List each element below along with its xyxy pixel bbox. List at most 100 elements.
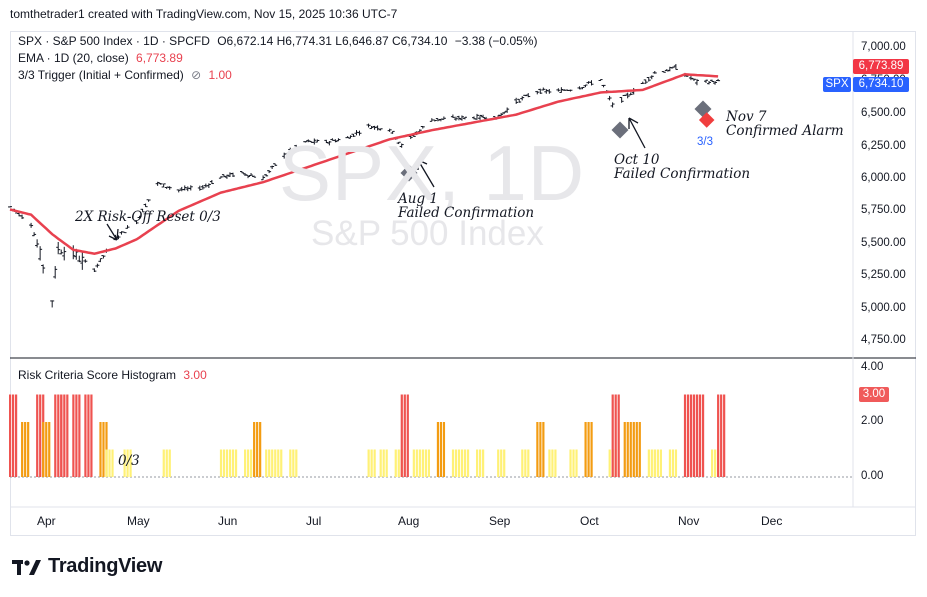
histogram-bar [277,449,280,477]
histogram-bar [280,449,283,477]
price-bar [29,222,34,228]
price-bar [209,179,214,185]
price-bar [333,139,338,143]
histogram-bar [259,422,262,477]
histogram-bar [466,449,470,477]
legend-trigger-row[interactable]: 3/3 Trigger (Initial + Confirmed) ⊘ 1.00 [18,68,236,82]
histogram-bar [231,449,235,477]
price-bar [399,143,404,148]
histogram-bar [427,449,430,477]
histogram-bar [385,449,388,477]
price-bar [285,152,290,155]
histogram-bar [165,449,168,477]
price-bar [408,135,413,140]
hist-value: 3.00 [183,368,207,382]
last-price-badge: 6,734.10 [853,77,909,92]
price-bar [224,174,229,179]
aug-date-annotation: Aug 1 [398,191,438,207]
histogram-bar [698,394,702,477]
histogram-bar [608,449,611,477]
time-tick: Oct [580,514,599,528]
legend-ema-row[interactable]: EMA · 1D (20, close) 6,773.89 [18,51,187,65]
price-bar [98,258,103,263]
price-tick: 6,250.00 [861,140,906,152]
symbol-badge: SPX [823,77,851,92]
nov-date-annotation: Nov 7 [726,109,767,125]
price-bar [556,88,561,92]
hist-value-badge: 3.00 [859,387,889,402]
histogram-bar [638,422,641,477]
price-bar [270,165,275,169]
histogram-bar [521,449,524,477]
histogram-bar [554,449,557,477]
price-bar [583,84,588,88]
price-bar [140,208,145,213]
chart-frame [10,31,916,536]
price-bar [62,246,67,261]
histogram-bar [126,449,129,477]
price-tick: 4,750.00 [861,334,906,346]
price-bar [357,130,362,136]
hidden-eye-icon[interactable]: ⊘ [191,68,202,82]
price-bar [375,125,380,131]
price-bar [670,66,675,69]
histogram-bar [671,449,675,477]
price-bar [158,182,163,185]
histogram-bar [614,394,617,477]
histogram-bar [436,422,440,477]
price-bar [366,123,371,128]
histogram-bar [629,422,632,477]
histogram-bar [36,394,39,477]
price-bar [541,87,546,91]
histogram-bar [575,449,578,477]
tradingview-footer[interactable]: TradingView [12,555,162,578]
histogram-bar [476,449,479,477]
watermark-name: S&P 500 Index [311,214,544,253]
histogram-bar [590,422,593,477]
histogram-bar [418,449,421,477]
price-bar [462,116,467,120]
histogram-bar [27,422,30,477]
histogram-bar [714,449,717,477]
price-bar [694,78,699,86]
price-bar [432,119,437,122]
histogram-bar [228,449,232,477]
ema-value: 6,773.89 [136,51,183,65]
price-bar [246,174,251,179]
price-bar [691,78,696,82]
histogram-bar [412,449,415,477]
price-bar [688,76,693,81]
histogram-bar [45,422,48,477]
aug-arrow-icon [417,159,435,188]
histogram-bar [536,422,539,477]
histogram-bar [439,422,443,477]
aug-marker-diamond [400,164,418,182]
price-bar [240,171,245,174]
price-bar [420,126,425,129]
ema-line[interactable] [9,73,719,255]
histogram-bar [406,394,409,477]
histogram-bar [695,394,699,477]
price-bar [589,80,594,86]
legend-symbol-row[interactable]: SPX · S&P 500 Index · 1D · SPCFD O6,672.… [18,34,541,48]
histogram-bar [497,449,500,477]
histogram-bar [373,449,376,477]
price-bar [312,138,317,145]
hist-name: Risk Criteria Score Histogram [18,368,177,382]
histogram-bar [584,422,587,477]
histogram-bar [129,449,132,477]
price-bar [306,139,311,143]
histogram-bar [42,422,45,477]
histogram-bar [219,449,223,477]
histogram-bar [268,449,271,477]
price-bar [35,239,40,248]
aug-text-annotation: Failed Confirmation [398,205,535,221]
legend-hist-row[interactable]: Risk Criteria Score Histogram 3.00 [18,368,211,382]
price-bar [441,116,446,120]
histogram-bar [247,449,250,477]
price-bar [200,185,205,190]
price-bar [607,95,612,101]
price-bar [143,203,148,208]
time-tick: Aug [398,514,420,528]
